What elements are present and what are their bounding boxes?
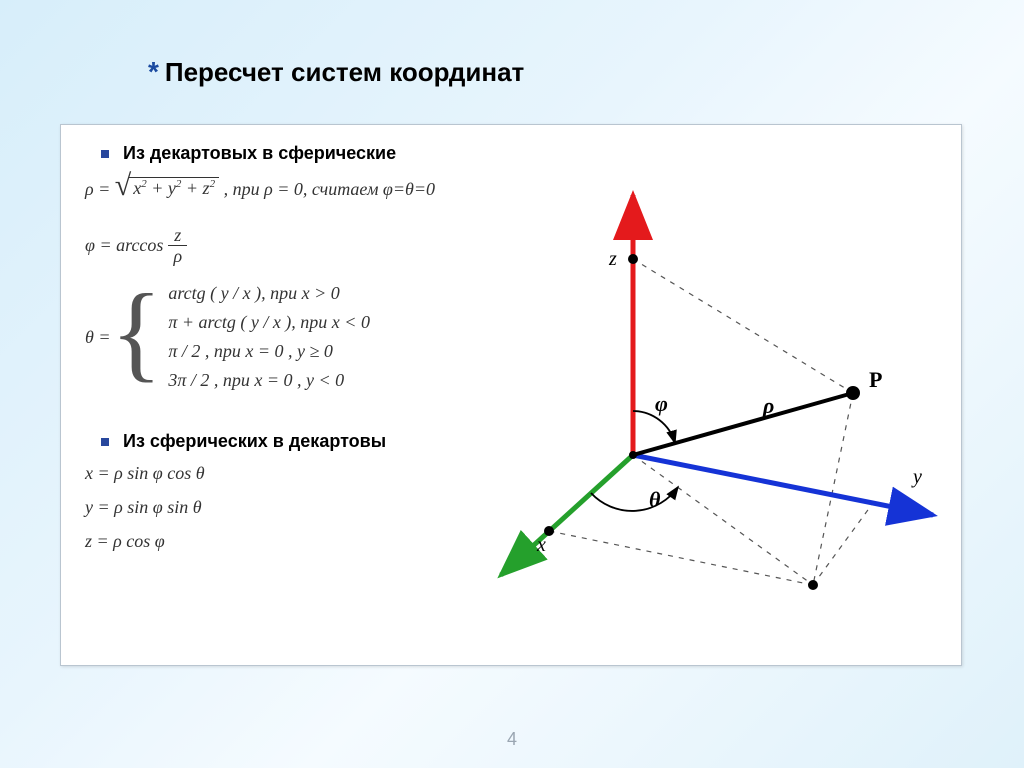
formula-theta-prefix: θ = [85, 327, 111, 348]
label-x: x [536, 534, 546, 556]
bullet-square-icon [101, 150, 109, 158]
brace-icon: { [111, 288, 163, 378]
theta-case-1: π + arctg ( y / x ), при x < 0 [168, 312, 370, 333]
section1-heading: Из декартовых в сферические [123, 143, 396, 164]
section2-heading: Из сферических в декартовы [123, 431, 386, 452]
title-star-icon: * [148, 56, 159, 88]
label-rho: ρ [762, 393, 774, 418]
label-z: z [608, 248, 617, 270]
slide-title: Пересчет систем координат [165, 57, 524, 88]
proj-xy [808, 580, 818, 590]
formula-phi-prefix: φ = arccos [85, 235, 163, 256]
point-origin [629, 451, 637, 459]
formula-y: y = ρ sin φ sin θ [85, 497, 202, 518]
formula-rho-prefix: ρ = [85, 179, 115, 199]
cases-block: { arctg ( y / x ), при x > 0 π + arctg (… [111, 283, 370, 391]
formula-phi: φ = arccos z ρ [85, 225, 192, 266]
formula-x: x = ρ sin φ cos θ [85, 463, 205, 484]
title-row: * Пересчет систем координат [148, 56, 524, 88]
coordinate-diagram: z y x P ρ φ θ [433, 155, 943, 635]
slide: * Пересчет систем координат Из декартовы… [0, 0, 1024, 768]
sqrt-icon: √ x2 + y2 + z2 [115, 177, 219, 199]
bullet-square-icon [101, 438, 109, 446]
phi-arc [633, 411, 675, 443]
proj-z [628, 254, 638, 264]
formula-phi-den: ρ [167, 246, 188, 266]
section2-heading-row: Из сферических в декартовы [101, 431, 386, 452]
theta-case-0: arctg ( y / x ), при x > 0 [168, 283, 370, 304]
page-number: 4 [0, 729, 1024, 750]
formula-rho: ρ = √ x2 + y2 + z2 , при ρ = 0, считаем … [85, 177, 435, 200]
section1-heading-row: Из декартовых в сферические [101, 143, 396, 164]
label-y: y [911, 466, 922, 488]
content-box: Из декартовых в сферические ρ = √ x2 + y… [60, 124, 962, 666]
theta-arc [591, 487, 678, 511]
formula-theta: θ = { arctg ( y / x ), при x > 0 π + arc… [85, 283, 370, 391]
label-P: P [869, 367, 882, 392]
formula-rho-suffix: , при ρ = 0, считаем φ=θ=0 [224, 179, 435, 199]
theta-case-3: 3π / 2 , при x = 0 , y < 0 [168, 370, 370, 391]
point-P [846, 386, 860, 400]
formula-phi-num: z [168, 225, 187, 246]
formula-z: z = ρ cos φ [85, 531, 165, 552]
projection-lines [549, 259, 873, 585]
formula-rho-radicand: x2 + y2 + z2 [133, 178, 215, 198]
label-theta: θ [649, 487, 661, 512]
fraction-icon: z ρ [167, 225, 188, 266]
axis-x [501, 455, 633, 575]
label-phi: φ [655, 391, 668, 416]
theta-case-2: π / 2 , при x = 0 , y ≥ 0 [168, 341, 370, 362]
axis-y [633, 455, 933, 515]
